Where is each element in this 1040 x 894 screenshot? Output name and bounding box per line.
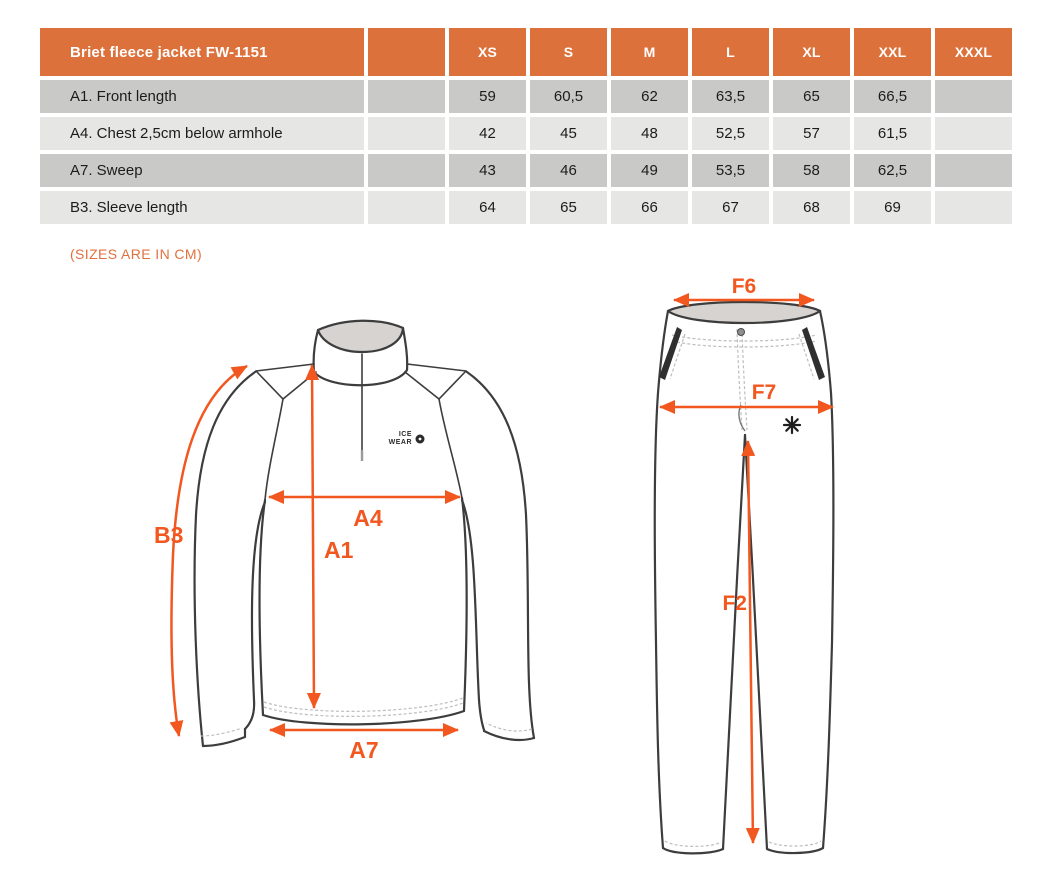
size-column-header-s: S — [530, 28, 607, 76]
size-cell: 48 — [611, 117, 688, 150]
size-cell: 42 — [449, 117, 526, 150]
left-pocket — [659, 327, 682, 380]
icewear-logo: ICE WEAR — [389, 431, 425, 446]
snowflake-icon — [415, 434, 425, 444]
measurement-label-a4: A4 — [353, 505, 383, 531]
pants-diagram: F6 F7 F2 — [653, 278, 835, 855]
table-row-front-length: A1. Front length 59 60,5 62 63,5 65 66,5 — [40, 80, 1012, 113]
measurement-arrow-f6: F6 — [673, 278, 815, 307]
size-column-header-m: M — [611, 28, 688, 76]
size-cell — [368, 117, 445, 150]
snowflake-icon — [782, 415, 802, 435]
size-cell: 66 — [611, 191, 688, 224]
size-cell: 64 — [449, 191, 526, 224]
pants-outline — [653, 300, 835, 855]
measurement-label-a1: A1 — [324, 537, 354, 563]
size-cell: 53,5 — [692, 154, 769, 187]
size-cell: 68 — [773, 191, 850, 224]
measurement-arrow-a7: A7 — [269, 723, 459, 763]
measurement-arrow-a1: A1 — [305, 364, 354, 709]
size-cell: 43 — [449, 154, 526, 187]
jacket-diagram: ICE WEAR B3 A4 A1 A7 — [154, 319, 536, 763]
product-title: Briet fleece jacket FW-1151 — [40, 28, 364, 76]
measurement-label-b3: B3 — [154, 522, 183, 548]
logo-text-wear: WEAR — [389, 439, 412, 446]
size-cell: 45 — [530, 117, 607, 150]
table-row-chest: A4. Chest 2,5cm below armhole 42 45 48 5… — [40, 117, 1012, 150]
size-cell: 62 — [611, 80, 688, 113]
row-label: A7. Sweep — [40, 154, 364, 187]
size-column-header-xxxl: XXXL — [935, 28, 1012, 76]
measurement-label-f6: F6 — [732, 278, 757, 298]
size-cell: 67 — [692, 191, 769, 224]
measurement-arrow-b3: B3 — [154, 364, 248, 737]
size-cell: 46 — [530, 154, 607, 187]
measurement-arrow-f2: F2 — [722, 440, 760, 844]
size-cell: 61,5 — [854, 117, 931, 150]
row-label: A1. Front length — [40, 80, 364, 113]
size-cell: 49 — [611, 154, 688, 187]
size-cell: 60,5 — [530, 80, 607, 113]
size-cell — [368, 191, 445, 224]
measurement-label-a7: A7 — [349, 737, 378, 763]
logo-text-ice: ICE — [399, 431, 412, 438]
size-column-header — [368, 28, 445, 76]
size-cell: 66,5 — [854, 80, 931, 113]
size-column-header-l: L — [692, 28, 769, 76]
size-cell: 65 — [773, 80, 850, 113]
size-cell — [368, 154, 445, 187]
size-cell: 63,5 — [692, 80, 769, 113]
size-column-header-xs: XS — [449, 28, 526, 76]
table-row-sleeve-length: B3. Sleeve length 64 65 66 67 68 69 — [40, 191, 1012, 224]
table-row-sweep: A7. Sweep 43 46 49 53,5 58 62,5 — [40, 154, 1012, 187]
size-cell — [935, 80, 1012, 113]
size-table-header-row: Briet fleece jacket FW-1151 XS S M L XL … — [40, 28, 1012, 76]
size-cell — [935, 154, 1012, 187]
size-table: Briet fleece jacket FW-1151 XS S M L XL … — [36, 24, 1016, 228]
size-cell: 62,5 — [854, 154, 931, 187]
size-cell: 69 — [854, 191, 931, 224]
row-label: A4. Chest 2,5cm below armhole — [40, 117, 364, 150]
size-cell: 57 — [773, 117, 850, 150]
size-cell — [935, 191, 1012, 224]
measurement-arrow-a4: A4 — [268, 490, 461, 531]
measurement-label-f7: F7 — [752, 381, 777, 404]
size-cell: 52,5 — [692, 117, 769, 150]
measurement-arrow-f7: F7 — [659, 381, 834, 414]
waist-button — [737, 328, 745, 336]
size-column-header-xl: XL — [773, 28, 850, 76]
row-label: B3. Sleeve length — [40, 191, 364, 224]
jacket-outline — [193, 319, 536, 748]
size-cell — [935, 117, 1012, 150]
size-cell — [368, 80, 445, 113]
size-cell: 58 — [773, 154, 850, 187]
size-column-header-xxl: XXL — [854, 28, 931, 76]
measurement-label-f2: F2 — [722, 592, 747, 615]
size-cell: 59 — [449, 80, 526, 113]
size-cell: 65 — [530, 191, 607, 224]
sizes-note: (SIZES ARE IN CM) — [70, 246, 203, 262]
right-pocket — [802, 327, 825, 380]
